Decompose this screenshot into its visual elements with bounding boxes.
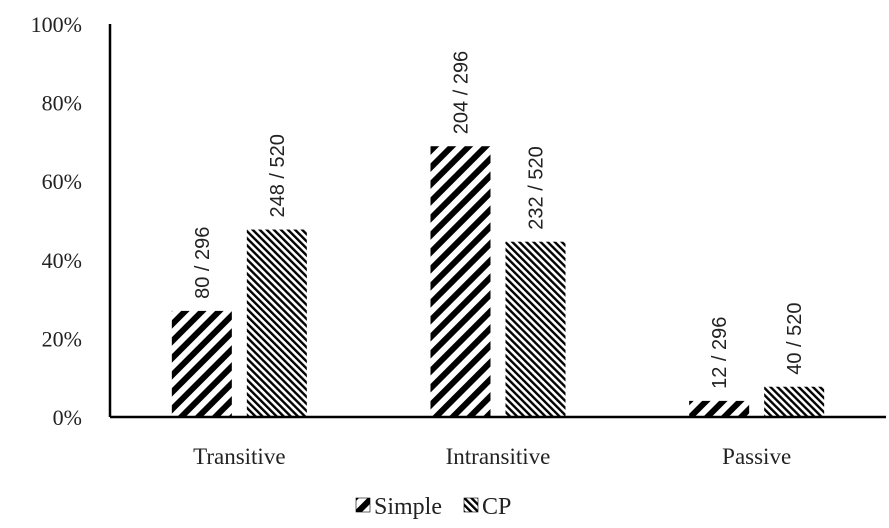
bar-cp-intransitive [505,241,566,417]
data-label-simple-passive: 12 / 296 [709,317,731,389]
data-label-cp-intransitive: 232 / 520 [526,146,548,229]
bar-cp-transitive [246,229,307,417]
y-tick-label: 40% [42,248,82,273]
legend-label-simple: Simple [374,494,442,520]
legend-label-cp: CP [482,494,511,520]
x-category-label: Transitive [193,444,285,469]
x-category-label: Intransitive [446,444,551,469]
data-labels: 80 / 296 248 / 520 204 / 296 232 / 520 12 / … [192,51,806,389]
bars [171,146,825,417]
bar-cp-passive [764,386,825,417]
data-label-cp-transitive: 248 / 520 [267,134,289,217]
bar-simple-transitive [171,310,232,417]
bar-simple-passive [689,400,750,417]
x-category-label: Passive [722,444,791,469]
y-tick-label: 0% [53,405,82,430]
y-axis-ticks: 0% 20% 40% 60% 80% 100% [31,12,82,430]
data-label-simple-transitive: 80 / 296 [192,227,214,299]
legend-swatch-simple [355,497,371,513]
y-tick-label: 100% [31,12,82,37]
x-axis-categories: Transitive Intransitive Passive [193,444,791,469]
y-tick-label: 20% [42,326,82,351]
y-tick-label: 60% [42,169,82,194]
y-tick-label: 80% [42,91,82,116]
data-label-simple-intransitive: 204 / 296 [451,51,473,134]
data-label-cp-passive: 40 / 520 [784,302,806,374]
bar-simple-intransitive [430,146,491,417]
legend: Simple CP [355,494,511,520]
legend-swatch-cp [463,497,479,513]
